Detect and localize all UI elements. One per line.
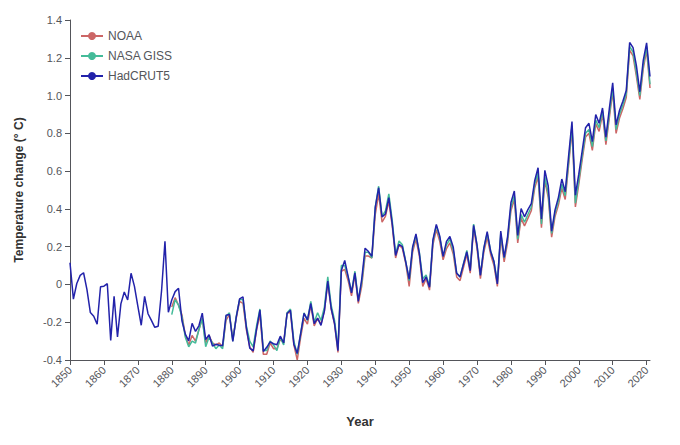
- svg-text:0.4: 0.4: [47, 203, 62, 215]
- svg-text:2010: 2010: [591, 364, 617, 390]
- svg-text:1930: 1930: [320, 364, 346, 390]
- svg-text:1960: 1960: [422, 364, 448, 390]
- svg-text:1.4: 1.4: [47, 14, 62, 26]
- svg-text:-0.2: -0.2: [43, 316, 62, 328]
- svg-text:1900: 1900: [218, 364, 244, 390]
- svg-text:1920: 1920: [286, 364, 312, 390]
- svg-text:NASA GISS: NASA GISS: [108, 49, 172, 63]
- svg-text:1950: 1950: [388, 364, 414, 390]
- svg-text:1850: 1850: [48, 364, 74, 390]
- svg-text:0: 0: [56, 278, 62, 290]
- svg-text:2000: 2000: [557, 364, 583, 390]
- svg-text:1990: 1990: [523, 364, 549, 390]
- svg-text:1.0: 1.0: [47, 90, 62, 102]
- svg-text:-0.4: -0.4: [43, 354, 62, 366]
- svg-text:HadCRUT5: HadCRUT5: [108, 69, 170, 83]
- svg-text:1870: 1870: [116, 364, 142, 390]
- svg-text:Temperature change (° C): Temperature change (° C): [12, 117, 26, 262]
- svg-text:1970: 1970: [455, 364, 481, 390]
- svg-text:2020: 2020: [625, 364, 651, 390]
- svg-text:0.8: 0.8: [47, 127, 62, 139]
- svg-text:1910: 1910: [252, 364, 278, 390]
- svg-text:0.2: 0.2: [47, 241, 62, 253]
- svg-text:1940: 1940: [354, 364, 380, 390]
- svg-text:1980: 1980: [489, 364, 515, 390]
- svg-text:Year: Year: [346, 414, 373, 429]
- svg-text:1.2: 1.2: [47, 52, 62, 64]
- svg-text:1860: 1860: [82, 364, 108, 390]
- svg-text:1890: 1890: [184, 364, 210, 390]
- svg-text:NOAA: NOAA: [108, 29, 142, 43]
- svg-text:1880: 1880: [150, 364, 176, 390]
- svg-text:0.6: 0.6: [47, 165, 62, 177]
